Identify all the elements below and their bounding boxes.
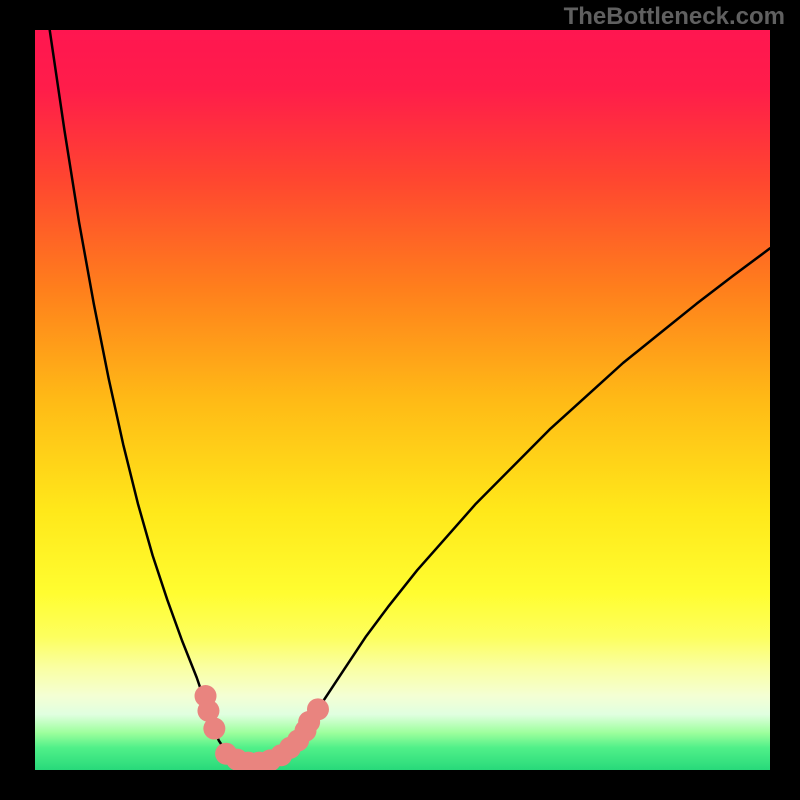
highlight-dot: [287, 729, 309, 751]
highlight-dot: [195, 685, 217, 707]
highlight-dot: [294, 720, 316, 742]
highlight-dot: [203, 718, 225, 740]
highlight-dot: [197, 700, 219, 722]
highlight-dots: [195, 685, 329, 770]
watermark-text: TheBottleneck.com: [564, 3, 785, 31]
highlight-dot: [259, 749, 281, 770]
highlight-dot: [248, 752, 270, 770]
curve-layer: [35, 30, 770, 770]
plot-area: [35, 30, 770, 770]
highlight-dot: [226, 749, 248, 770]
bottleneck-curve: [50, 30, 770, 764]
plot-background: [35, 30, 770, 770]
highlight-dot: [279, 737, 301, 759]
highlight-dot: [298, 711, 320, 733]
highlight-dot: [307, 698, 329, 720]
highlight-dot: [215, 743, 237, 765]
chart-canvas: TheBottleneck.com: [0, 0, 800, 800]
highlight-dot: [270, 744, 292, 766]
highlight-dot: [237, 752, 259, 770]
